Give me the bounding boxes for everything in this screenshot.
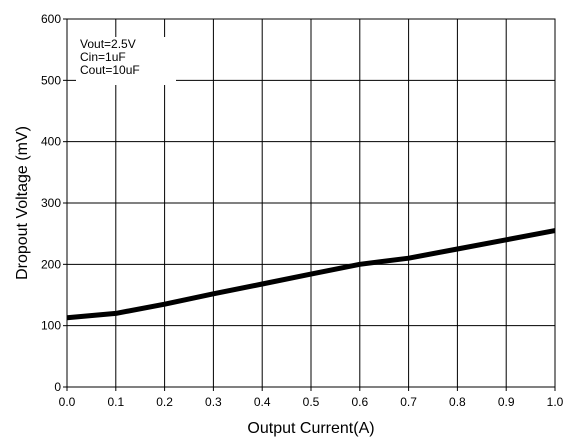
x-tick-label: 0.1 xyxy=(107,395,124,409)
annotation-box: Vout=2.5V Cin=1uF Cout=10uF xyxy=(76,37,176,85)
y-tick-label: 400 xyxy=(41,135,61,149)
x-tick-label: 1.0 xyxy=(547,395,564,409)
y-tick-label: 100 xyxy=(41,319,61,333)
y-axis-title: Dropout Voltage (mV) xyxy=(14,126,31,280)
series-line xyxy=(66,228,556,321)
tick-labels: 0.0 0.1 0.2 0.3 0.4 0.5 0.6 0.7 0.8 0.9 1.0 0 100 200… xyxy=(41,12,564,409)
y-tick-label: 500 xyxy=(41,73,61,87)
x-tick-label: 0.8 xyxy=(449,395,466,409)
y-tick-label: 600 xyxy=(41,12,61,26)
x-tick-label: 0.3 xyxy=(205,395,222,409)
x-tick-label: 0.6 xyxy=(351,395,368,409)
series-layer xyxy=(66,228,556,321)
y-tick-label: 300 xyxy=(41,196,61,210)
plot-frame xyxy=(66,18,556,388)
x-tick-label: 0.9 xyxy=(498,395,515,409)
y-tick-label: 0 xyxy=(54,380,61,394)
annotation-cout: Cout=10uF xyxy=(80,63,140,77)
x-tick-label: 0.2 xyxy=(156,395,173,409)
annotation-background xyxy=(76,37,176,85)
annotation-cin: Cin=1uF xyxy=(80,50,126,64)
x-tick-label: 0.5 xyxy=(303,395,320,409)
annotation-vout: Vout=2.5V xyxy=(80,37,136,51)
x-tick-label: 0.4 xyxy=(254,395,271,409)
grid xyxy=(63,18,556,391)
x-axis-title: Output Current(A) xyxy=(247,420,374,437)
x-tick-label: 0.0 xyxy=(59,395,76,409)
x-tick-label: 0.7 xyxy=(400,395,417,409)
y-tick-label: 200 xyxy=(41,257,61,271)
